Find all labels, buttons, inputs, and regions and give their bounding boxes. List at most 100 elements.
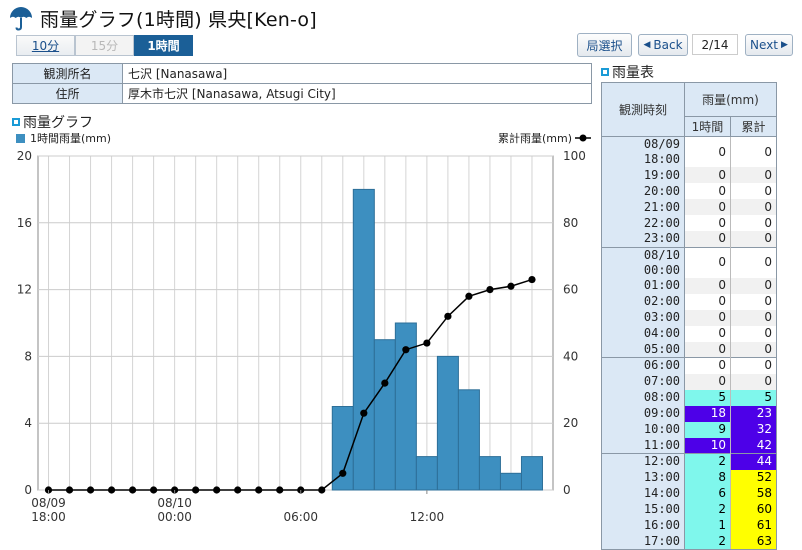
row-hourly: 0 [684, 199, 731, 215]
row-cumulative: 61 [730, 517, 777, 534]
bar-mark [520, 456, 543, 491]
cumulative-point [150, 486, 158, 494]
x-tick-label-time: 12:00 [410, 510, 445, 524]
col-time-header: 観測時刻 [601, 82, 685, 137]
y-left-tick-label: 16 [17, 216, 32, 230]
row-hourly: 2 [684, 453, 731, 470]
row-cumulative: 0 [730, 246, 777, 278]
row-cumulative: 60 [730, 501, 777, 518]
row-cumulative: 63 [730, 533, 777, 550]
table-row: 02:00 0 0 [601, 293, 777, 310]
row-time: 14:00 [601, 485, 685, 502]
row-cumulative: 58 [730, 485, 777, 502]
graph-title-text: 雨量グラフ [23, 115, 93, 131]
row-cumulative: 0 [730, 199, 777, 215]
back-arrow-icon: ◀ [643, 40, 651, 50]
row-hourly: 0 [684, 373, 731, 390]
row-time: 20:00 [601, 183, 685, 199]
station-select-button[interactable]: 局選択 [577, 33, 632, 57]
bar-mark [478, 456, 501, 491]
y-left-tick-label: 0 [24, 483, 32, 497]
row-cumulative: 5 [730, 389, 777, 406]
graph-section-title: 雨量グラフ [12, 112, 93, 132]
x-tick-label-date: 08/09 [31, 496, 66, 510]
row-time: 15:00 [601, 501, 685, 518]
row-time: 06:00 [601, 357, 685, 374]
umbrella-icon [10, 7, 32, 31]
row-hourly: 2 [684, 501, 731, 518]
table-row: 08/10 00:00 0 0 [601, 246, 777, 278]
row-hourly: 18 [684, 405, 731, 422]
row-hourly: 8 [684, 469, 731, 486]
table-row: 06:00 0 0 [601, 357, 777, 374]
row-cumulative: 44 [730, 453, 777, 470]
y-right-tick-label: 20 [563, 416, 578, 430]
bar-mark [373, 339, 396, 491]
row-hourly: 2 [684, 533, 731, 550]
y-left-tick-label: 20 [17, 149, 32, 163]
x-tick-label-date: 08/10 [157, 496, 192, 510]
row-cumulative: 0 [730, 136, 777, 167]
row-cumulative: 0 [730, 341, 777, 358]
tab-1hour[interactable]: 1時間 [134, 35, 193, 56]
table-row: 17:00 2 63 [601, 533, 777, 550]
cumulative-point [507, 282, 515, 290]
y-right-tick-label: 0 [563, 483, 571, 497]
table-row: 05:00 0 0 [601, 341, 777, 358]
legend-line-label: 累計雨量(mm) [498, 131, 572, 145]
y-left-tick-label: 4 [24, 416, 32, 430]
row-hourly: 0 [684, 293, 731, 310]
table-row: 22:00 0 0 [601, 215, 777, 231]
station-name-value: 七沢 [Nanasawa] [122, 63, 592, 84]
table-section-title: 雨量表 [601, 62, 654, 82]
x-tick-label-time: 00:00 [157, 510, 192, 524]
bar-mark [331, 406, 354, 491]
legend-line-point [579, 134, 587, 142]
table-row: 11:00 10 42 [601, 437, 777, 454]
bar-mark [394, 322, 417, 491]
row-time: 11:00 [601, 437, 685, 454]
row-time: 10:00 [601, 421, 685, 438]
table-row: 09:00 18 23 [601, 405, 777, 422]
row-cumulative: 0 [730, 293, 777, 310]
table-row: 07:00 0 0 [601, 373, 777, 390]
next-button[interactable]: Next ▶ [745, 34, 793, 56]
cumulative-point [423, 339, 431, 347]
back-button[interactable]: ◀ Back [638, 34, 688, 56]
cumulative-point [192, 486, 200, 494]
table-row: 08/09 18:00 0 0 [601, 136, 777, 167]
col-cumulative-header: 累計 [730, 116, 777, 137]
row-cumulative: 0 [730, 309, 777, 326]
cumulative-point [318, 486, 326, 494]
y-left-tick-label: 12 [17, 283, 32, 297]
row-cumulative: 0 [730, 231, 777, 247]
row-time: 02:00 [601, 293, 685, 310]
cumulative-point [360, 409, 368, 417]
row-hourly: 6 [684, 485, 731, 502]
row-time: 08:00 [601, 389, 685, 406]
row-hourly: 0 [684, 167, 731, 183]
cumulative-point [107, 486, 116, 494]
cumulative-point [528, 275, 536, 284]
table-row: 15:00 2 60 [601, 501, 777, 518]
row-time: 16:00 [601, 517, 685, 534]
tab-10min[interactable]: 10分 [16, 35, 75, 56]
y-right-tick-label: 80 [563, 216, 578, 230]
row-time: 17:00 [601, 533, 685, 550]
row-time: 19:00 [601, 167, 685, 183]
table-title-text: 雨量表 [612, 65, 654, 81]
row-time: 13:00 [601, 469, 685, 486]
table-row: 21:00 0 0 [601, 199, 777, 215]
row-time: 04:00 [601, 325, 685, 342]
row-cumulative: 23 [730, 405, 777, 422]
table-header-row: 観測時刻 雨量(mm) [601, 82, 777, 137]
row-cumulative: 0 [730, 373, 777, 390]
table-row: 13:00 8 52 [601, 469, 777, 486]
x-tick-label-time: 18:00 [31, 510, 66, 524]
row-hourly: 0 [684, 357, 731, 374]
rainfall-table: 観測時刻 雨量(mm) 1時間 累計 08/09 18:00 0 0 19:00 0 0 2… [601, 82, 777, 550]
row-hourly: 0 [684, 309, 731, 326]
back-label: Back [653, 38, 683, 52]
bar-mark [415, 456, 438, 491]
page-title: 雨量グラフ(1時間) 県央[Ken-o] [40, 8, 317, 31]
